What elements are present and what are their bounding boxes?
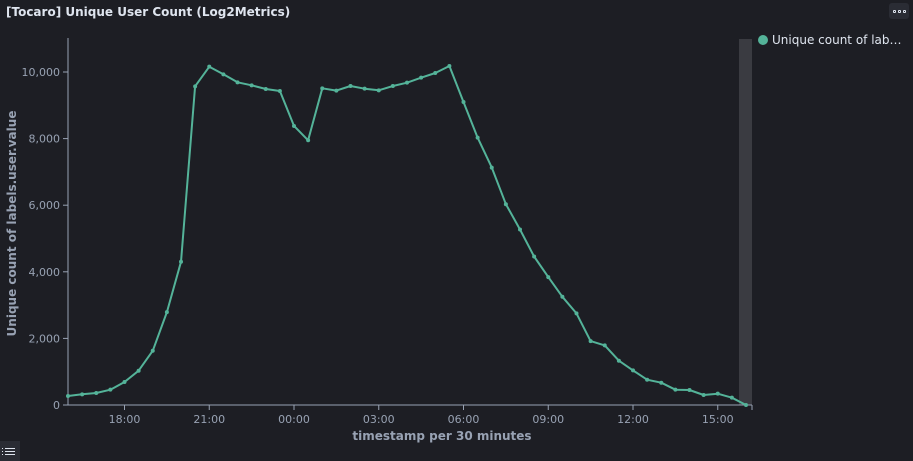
data-point bbox=[729, 395, 734, 400]
data-point bbox=[588, 339, 593, 344]
data-point bbox=[461, 99, 466, 104]
y-tick-label: 0 bbox=[53, 399, 60, 412]
x-tick-label: 15:00 bbox=[702, 413, 734, 426]
data-point bbox=[475, 135, 480, 140]
data-point bbox=[376, 88, 381, 93]
legend-toggle-button[interactable] bbox=[0, 441, 20, 461]
data-point bbox=[348, 83, 353, 88]
x-tick-label: 18:00 bbox=[109, 413, 141, 426]
data-point bbox=[631, 368, 635, 373]
data-point bbox=[108, 387, 113, 392]
x-tick-label: 12:00 bbox=[617, 413, 649, 426]
data-point bbox=[503, 202, 508, 207]
data-point bbox=[419, 75, 424, 80]
y-tick-label: 8,000 bbox=[29, 133, 61, 146]
data-point bbox=[263, 86, 268, 91]
legend-swatch bbox=[758, 35, 768, 45]
data-point bbox=[433, 70, 438, 75]
list-icon-line bbox=[2, 450, 15, 452]
data-point bbox=[390, 83, 395, 88]
data-point bbox=[645, 377, 650, 382]
data-point bbox=[66, 394, 70, 399]
x-axis-title: timestamp per 30 minutes bbox=[352, 429, 531, 443]
panel-title: [Tocaro] Unique User Count (Log2Metrics) bbox=[6, 5, 291, 19]
data-point bbox=[122, 380, 127, 385]
data-point bbox=[715, 391, 720, 396]
data-point bbox=[405, 80, 409, 85]
x-tick-label: 03:00 bbox=[363, 413, 395, 426]
data-point bbox=[659, 380, 664, 385]
data-point bbox=[150, 348, 155, 353]
y-tick-label: 2,000 bbox=[29, 332, 61, 345]
data-point bbox=[221, 72, 226, 77]
data-point bbox=[673, 387, 678, 392]
data-point bbox=[447, 64, 452, 69]
data-point bbox=[489, 165, 494, 170]
ellipsis-icon-dot bbox=[902, 9, 906, 13]
ellipsis-icon bbox=[892, 9, 896, 13]
x-tick-label: 00:00 bbox=[278, 413, 310, 426]
series-line bbox=[67, 65, 747, 406]
data-point bbox=[179, 259, 183, 264]
list-icon bbox=[2, 447, 15, 449]
data-point bbox=[687, 388, 692, 393]
data-point bbox=[602, 343, 607, 348]
data-point bbox=[616, 358, 621, 363]
data-point bbox=[277, 88, 282, 93]
legend-item[interactable]: Unique count of labels.user.value bbox=[758, 33, 908, 47]
data-point bbox=[518, 227, 522, 232]
data-point bbox=[193, 84, 198, 89]
list-icon-line bbox=[2, 453, 15, 455]
data-point bbox=[94, 391, 99, 396]
data-point bbox=[249, 83, 254, 88]
x-tick-label: 09:00 bbox=[532, 413, 564, 426]
data-point bbox=[701, 393, 706, 398]
y-axis-title: Unique count of labels.user.value bbox=[5, 111, 19, 337]
x-tick-label: 06:00 bbox=[448, 413, 480, 426]
y-tick-label: 4,000 bbox=[29, 266, 61, 279]
data-point bbox=[207, 64, 212, 69]
data-point bbox=[136, 368, 141, 373]
data-point bbox=[546, 275, 551, 280]
plot-scroll-band bbox=[739, 39, 752, 405]
data-point bbox=[744, 403, 748, 407]
data-point bbox=[306, 138, 311, 143]
data-point bbox=[235, 80, 240, 85]
x-tick-label: 21:00 bbox=[193, 413, 225, 426]
legend-label: Unique count of labels.user.value bbox=[772, 33, 906, 47]
y-tick-label: 10,000 bbox=[22, 66, 61, 79]
data-point bbox=[164, 310, 169, 315]
panel-options-button[interactable] bbox=[889, 3, 909, 19]
y-tick-label: 6,000 bbox=[29, 199, 61, 212]
data-point bbox=[320, 86, 325, 91]
data-point bbox=[80, 392, 85, 397]
data-point bbox=[292, 123, 296, 128]
data-point bbox=[362, 86, 367, 91]
data-point bbox=[334, 88, 339, 93]
data-point bbox=[574, 311, 579, 316]
data-point bbox=[532, 254, 537, 259]
ellipsis-icon-dot bbox=[897, 9, 901, 13]
data-point bbox=[560, 294, 565, 299]
